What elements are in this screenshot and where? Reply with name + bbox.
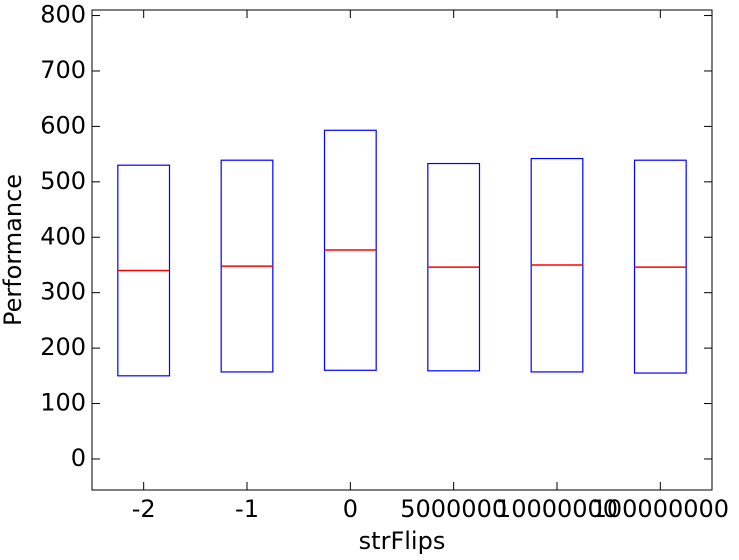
y-axis-label: Performance — [0, 174, 27, 326]
x-tick-label: 5000000 — [400, 495, 507, 523]
y-tick-label: 300 — [40, 278, 86, 306]
y-tick-label: 600 — [40, 111, 86, 139]
y-tick-label: 400 — [40, 222, 86, 250]
plot-frame — [91, 9, 713, 491]
x-tick-label: -1 — [235, 495, 259, 523]
x-axis-label: strFlips — [359, 527, 446, 555]
y-tick-label: 0 — [71, 444, 86, 472]
x-tick-label: 10000000 — [496, 495, 618, 523]
y-tick-label: 500 — [40, 167, 86, 195]
x-tick-label: 100000000 — [592, 495, 729, 523]
y-tick-label: 200 — [40, 333, 86, 361]
y-tick-label: 700 — [40, 56, 86, 84]
y-tick-label: 100 — [40, 389, 86, 417]
x-tick-label: 0 — [343, 495, 358, 523]
x-tick-label: -2 — [132, 495, 156, 523]
y-tick-label: 800 — [40, 1, 86, 29]
